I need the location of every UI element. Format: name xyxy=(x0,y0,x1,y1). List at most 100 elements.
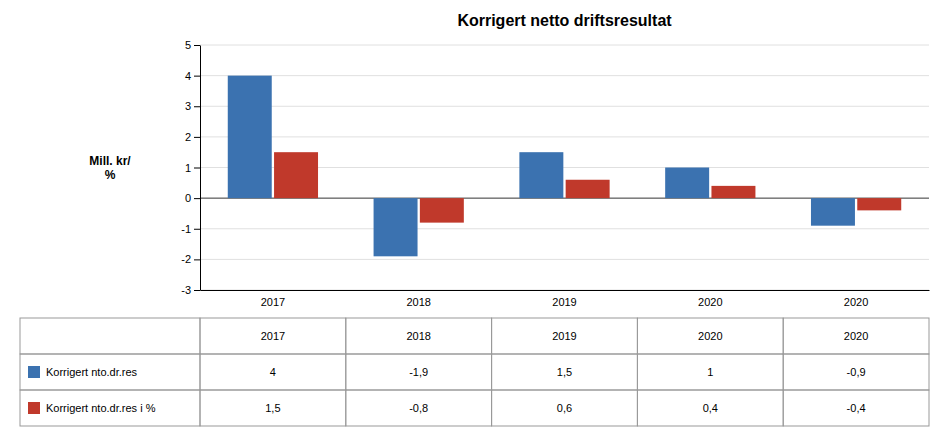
y-tick: -1 xyxy=(181,223,200,235)
bar xyxy=(711,186,755,198)
bar xyxy=(420,198,464,223)
grid-line xyxy=(200,136,929,137)
table-cell xyxy=(492,390,638,426)
table-cell xyxy=(20,390,200,426)
y-tick-mark xyxy=(194,45,200,46)
x-tick: 2018 xyxy=(406,296,430,308)
table: 2017 2018 2019 2020 2020 Korrigert nto.dr.res… xyxy=(20,318,929,426)
title: Korrigert netto driftsresultat xyxy=(457,12,672,29)
y-tick: 3 xyxy=(185,100,200,112)
table-cell xyxy=(783,318,929,354)
table-value: 0,4 xyxy=(703,402,718,414)
x-tick: 2020 xyxy=(844,296,868,308)
table-cell xyxy=(346,318,492,354)
y-axis: -3 -2 -1 0 1 2 3 4 5 xyxy=(181,39,200,296)
y-tick-mark xyxy=(194,137,200,138)
table-value: -0,4 xyxy=(847,402,866,414)
bar xyxy=(811,198,855,226)
y-axis-line xyxy=(200,46,201,291)
y-tick: 0 xyxy=(185,192,200,204)
bar xyxy=(374,198,418,256)
table-value: 1,5 xyxy=(557,366,572,378)
y-tick-label: 5 xyxy=(185,39,191,51)
table-cell xyxy=(346,390,492,426)
table-header: 2017 xyxy=(261,330,285,342)
table-cell xyxy=(200,354,346,390)
y-tick-label: -2 xyxy=(181,253,191,265)
y-tick-mark xyxy=(194,198,200,199)
y-tick-mark xyxy=(194,290,200,291)
y-tick-label: 4 xyxy=(185,70,191,82)
y-tick-mark xyxy=(194,259,200,260)
table-cell xyxy=(200,318,346,354)
y-tick: 4 xyxy=(185,70,200,82)
table-cell xyxy=(783,390,929,426)
bar xyxy=(665,168,709,199)
legend-label: Korrigert nto.dr.res i % xyxy=(46,402,156,414)
x-tick-label: 2019 xyxy=(552,296,576,308)
table-value: 1 xyxy=(707,366,713,378)
bar xyxy=(519,152,563,198)
table-value: -0,9 xyxy=(847,366,866,378)
y-tick: -2 xyxy=(181,253,200,265)
grid-line xyxy=(200,228,929,229)
grid-line xyxy=(200,45,929,46)
bar xyxy=(857,198,901,210)
y-tick-label: 0 xyxy=(185,192,191,204)
table-value: 0,6 xyxy=(557,402,572,414)
legend-swatch xyxy=(28,402,40,414)
grid xyxy=(200,45,929,290)
y-tick-mark xyxy=(194,76,200,77)
x-tick: 2019 xyxy=(552,296,576,308)
table-header: 2018 xyxy=(406,330,430,342)
chart: -3 -2 -1 0 1 2 3 4 5 2017 2018 2019 2020 2020 Korriger… xyxy=(0,0,949,443)
x-tick-label: 2017 xyxy=(261,296,285,308)
table-value: 4 xyxy=(270,366,276,378)
y-tick: -3 xyxy=(181,284,200,296)
table-value: -0,8 xyxy=(409,402,428,414)
table-header: 2020 xyxy=(844,330,868,342)
table-header: 2020 xyxy=(698,330,722,342)
page: {"chart_data": {"type": "bar", "title": … xyxy=(0,0,949,443)
y-tick-label: -3 xyxy=(181,284,191,296)
table-cell xyxy=(637,318,783,354)
y-tick-label: 3 xyxy=(185,100,191,112)
table-value: -1,9 xyxy=(409,366,428,378)
bar xyxy=(566,180,610,198)
grid-line xyxy=(200,75,929,76)
x-tick: 2017 xyxy=(261,296,285,308)
x-axis: 2017 2018 2019 2020 2020 xyxy=(201,291,930,308)
y-tick-label: 2 xyxy=(185,131,191,143)
legend-swatch xyxy=(28,366,40,378)
table-cell xyxy=(783,354,929,390)
y-tick: 2 xyxy=(185,131,200,143)
table-value: 1,5 xyxy=(265,402,280,414)
table-cell xyxy=(200,390,346,426)
legend-label: Korrigert nto.dr.res xyxy=(46,366,138,378)
y-tick-mark xyxy=(194,168,200,169)
x-tick-label: 2020 xyxy=(844,296,868,308)
table-cell xyxy=(637,390,783,426)
bars xyxy=(228,76,901,257)
y-tick-label: 1 xyxy=(185,162,191,174)
y-tick-mark xyxy=(194,106,200,107)
x-tick: 2020 xyxy=(698,296,722,308)
y-tick: 1 xyxy=(185,162,200,174)
grid-line xyxy=(200,106,929,107)
table-cell xyxy=(20,318,200,354)
y-tick-label: -1 xyxy=(181,223,191,235)
bar xyxy=(274,152,318,198)
bar xyxy=(228,76,272,199)
x-tick-label: 2020 xyxy=(698,296,722,308)
table-cell xyxy=(346,354,492,390)
table-header: 2019 xyxy=(552,330,576,342)
grid-line xyxy=(200,290,929,291)
table-cell xyxy=(20,354,200,390)
y-axis-label: Mill. kr/% xyxy=(89,154,131,182)
table-cell xyxy=(492,354,638,390)
table-cell xyxy=(492,318,638,354)
grid-line xyxy=(200,259,929,260)
y-tick-mark xyxy=(194,229,200,230)
y-tick: 5 xyxy=(185,39,200,51)
x-tick-label: 2018 xyxy=(406,296,430,308)
